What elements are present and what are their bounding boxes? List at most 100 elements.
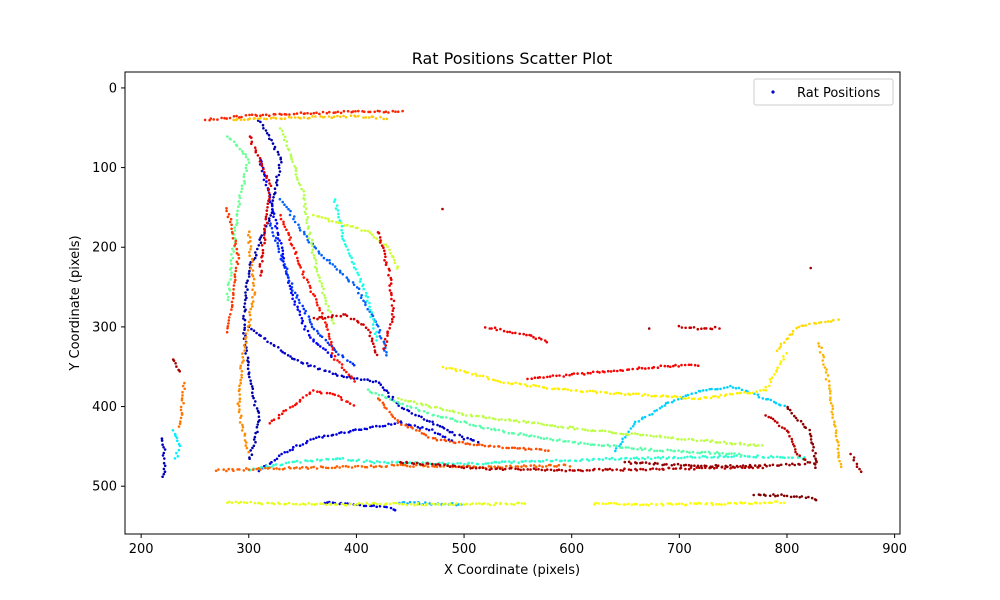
data-point [418,427,422,430]
data-point [368,503,371,506]
data-point [790,437,794,441]
data-point [299,266,303,269]
data-point [523,502,527,505]
data-point [270,465,274,469]
data-point [480,502,484,506]
data-point [307,281,310,284]
data-point [276,150,280,154]
data-point [378,398,382,402]
data-point [324,348,327,352]
data-point [237,389,241,393]
data-point [603,429,607,433]
data-point [693,363,697,367]
data-point [256,423,260,426]
data-point [674,502,678,506]
data-point [723,440,726,444]
data-point [288,213,292,217]
data-point [769,398,773,402]
data-point [227,295,230,299]
data-point [547,449,550,453]
data-point [320,315,323,319]
data-point [822,355,826,359]
data-point [597,502,600,505]
data-point [384,255,387,258]
data-point [382,403,386,407]
data-point [372,236,376,239]
data-point [646,456,650,459]
data-point [378,460,382,464]
data-point [647,366,650,370]
data-point [693,397,696,401]
data-point [809,266,812,270]
data-point [341,231,345,235]
data-point [307,241,311,244]
data-point [734,386,738,390]
data-point [181,394,184,397]
data-point [344,464,348,468]
data-point [637,457,640,461]
data-point [774,494,777,498]
data-point [666,448,669,452]
data-point [352,317,356,321]
data-point [303,328,306,331]
data-point [321,465,325,469]
data-point [377,393,381,397]
data-point [324,466,328,470]
data-point [708,452,712,455]
data-point [258,265,262,268]
data-point [330,466,334,470]
data-point [242,359,245,362]
data-point [470,415,474,418]
data-point [328,370,331,373]
data-point [306,111,309,115]
data-point [340,228,343,232]
data-point [362,323,365,326]
data-point [692,438,695,442]
data-point [826,320,830,323]
data-point [714,463,718,467]
data-point [754,444,757,448]
data-point [658,468,661,471]
data-point [671,436,675,439]
data-point [349,225,353,228]
data-point [648,413,651,417]
data-point [372,461,376,465]
data-point [305,362,309,365]
data-point [795,495,798,498]
data-point [476,462,480,466]
data-point [752,455,755,459]
data-point [723,467,727,470]
data-point [274,463,278,466]
data-point [265,180,268,183]
data-point [444,367,448,370]
data-point [825,368,828,371]
data-point [787,430,790,434]
data-point [315,301,319,304]
data-point [334,207,338,210]
data-point [349,360,352,364]
data-point [339,111,343,115]
data-point [500,418,503,421]
data-point [695,439,699,443]
data-point [237,410,241,414]
data-point [289,355,292,358]
data-point [598,458,601,461]
data-point [243,310,247,313]
data-point [585,390,589,393]
data-point [359,378,363,382]
data-point [299,461,302,464]
data-point [655,467,658,471]
data-point [663,404,667,407]
data-point [374,117,378,120]
data-point [367,116,371,119]
data-point [327,315,330,319]
data-point [301,443,305,446]
data-point [713,467,716,470]
data-point [302,276,306,279]
data-point [254,253,258,257]
data-point [388,269,391,272]
data-point [797,325,801,329]
data-point [305,439,309,443]
data-point [801,422,805,426]
